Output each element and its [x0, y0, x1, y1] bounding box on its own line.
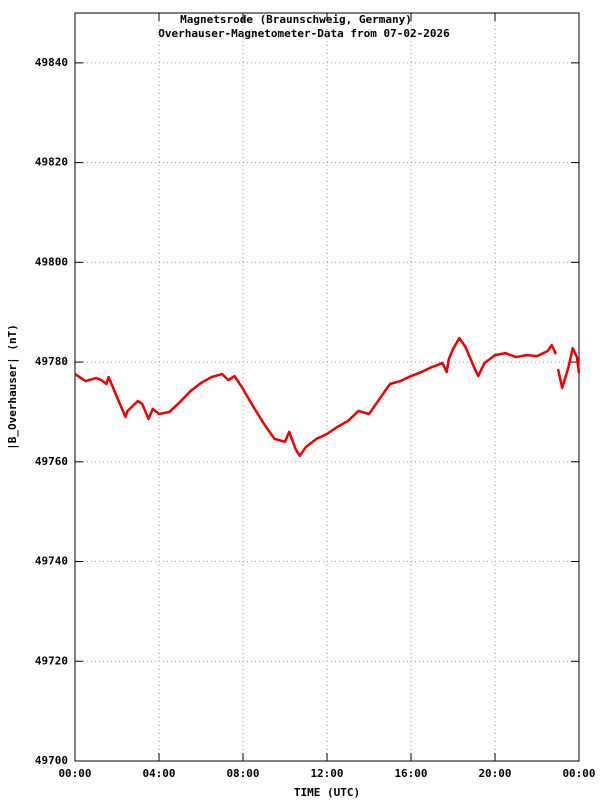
plot-frame [74, 12, 580, 762]
x-axis-label: TIME (UTC) [294, 786, 360, 799]
chart-title: Magnetsrode (Braunschweig, Germany) [180, 13, 412, 26]
x-tick-label: 20:00 [478, 767, 511, 780]
y-tick-label: 49780 [35, 355, 68, 368]
y-tick-label: 49800 [35, 255, 68, 268]
x-tick-label: 16:00 [394, 767, 427, 780]
chart-subtitle: Overhauser-Magnetometer-Data from 07-02-… [158, 27, 450, 40]
y-tick-label: 49820 [35, 156, 68, 169]
y-tick-label: 49840 [35, 56, 68, 69]
x-tick-label: 04:00 [142, 767, 175, 780]
x-tick-label: 08:00 [226, 767, 259, 780]
x-tick-label: 00:00 [562, 767, 595, 780]
y-tick-label: 49760 [35, 455, 68, 468]
y-tick-label: 49720 [35, 654, 68, 667]
x-tick-label: 12:00 [310, 767, 343, 780]
y-tick-label: 49740 [35, 555, 68, 568]
y-axis-label: |B_Overhauser| (nT) [6, 324, 19, 450]
y-tick-label: 49700 [35, 754, 68, 767]
x-tick-label: 00:00 [58, 767, 91, 780]
data-line [74, 336, 581, 458]
